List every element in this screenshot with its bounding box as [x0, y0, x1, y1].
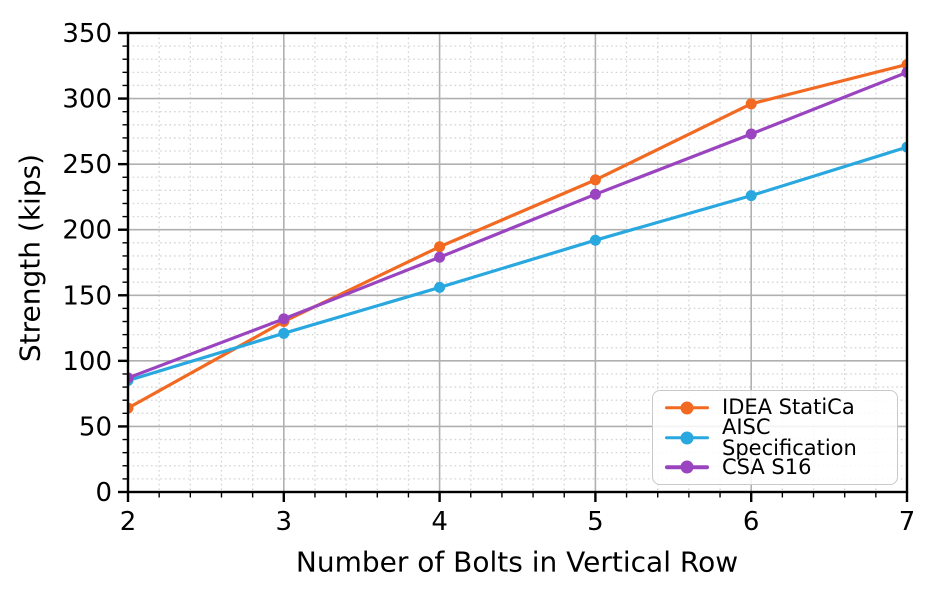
y-tick-label: 50 — [79, 412, 112, 442]
x-tick-label: 7 — [899, 507, 916, 537]
series-line-csa-s16 — [128, 70, 907, 380]
legend-swatch-aisc-specification — [665, 431, 709, 445]
y-tick-label: 200 — [62, 216, 112, 246]
axes-spines — [126, 31, 909, 494]
data-point-idea-statica — [434, 241, 446, 253]
data-point-csa-s16 — [434, 251, 446, 263]
legend-swatch-idea-statica — [665, 401, 709, 415]
data-point-csa-s16 — [128, 372, 134, 384]
ticks — [118, 31, 909, 502]
y-tick-label: 100 — [62, 347, 112, 377]
data-point-csa-s16 — [278, 313, 290, 325]
x-tick-label: 2 — [120, 507, 137, 537]
x-tick-label: 4 — [431, 507, 448, 537]
data-point-aisc-specification — [434, 281, 446, 293]
data-point-csa-s16 — [901, 66, 907, 78]
legend: IDEA StatiCa AISC Specification CSA S16 — [652, 390, 898, 485]
data-point-idea-statica — [589, 174, 601, 186]
data-point-idea-statica — [745, 98, 757, 110]
series-line-idea-statica — [128, 62, 907, 410]
x-axis-label: Number of Bolts in Vertical Row — [295, 545, 739, 579]
data-point-csa-s16 — [745, 128, 757, 140]
series-line-aisc-specification — [128, 145, 907, 383]
x-tick-label: 5 — [587, 507, 604, 537]
y-tick-label: 300 — [62, 85, 112, 115]
y-axis-label: Strength (kips) — [13, 153, 47, 363]
x-tick-label: 6 — [743, 507, 760, 537]
legend-swatch-csa-s16 — [665, 460, 709, 474]
legend-marker-icon — [680, 401, 694, 415]
data-point-csa-s16 — [589, 188, 601, 200]
legend-item-csa-s16: CSA S16 — [665, 454, 897, 480]
series-group — [128, 58, 907, 414]
y-tick-label: 350 — [62, 19, 112, 49]
legend-label: IDEA StatiCa — [722, 395, 855, 420]
legend-marker-icon — [680, 460, 694, 474]
legend-item-idea-statica: IDEA StatiCa — [665, 395, 897, 421]
legend-label: AISC Specification — [722, 414, 857, 460]
x-tick-label: 3 — [276, 507, 293, 537]
data-point-aisc-specification — [589, 234, 601, 246]
data-point-idea-statica — [128, 402, 134, 414]
data-point-aisc-specification — [901, 141, 907, 153]
y-tick-label: 0 — [95, 478, 112, 508]
series-aisc-specification — [128, 141, 907, 387]
series-csa-s16 — [128, 66, 907, 384]
y-tick-label: 250 — [62, 150, 112, 180]
legend-item-aisc-specification: AISC Specification — [665, 416, 897, 458]
y-tick-label: 150 — [62, 281, 112, 311]
legend-marker-icon — [680, 431, 694, 444]
data-point-aisc-specification — [745, 190, 757, 202]
tick-labels: 2 3 4 5 6 7 0 50 100 150 200 250 300 350 — [62, 19, 915, 537]
legend-label: CSA S16 — [722, 454, 812, 479]
data-point-aisc-specification — [278, 327, 290, 339]
